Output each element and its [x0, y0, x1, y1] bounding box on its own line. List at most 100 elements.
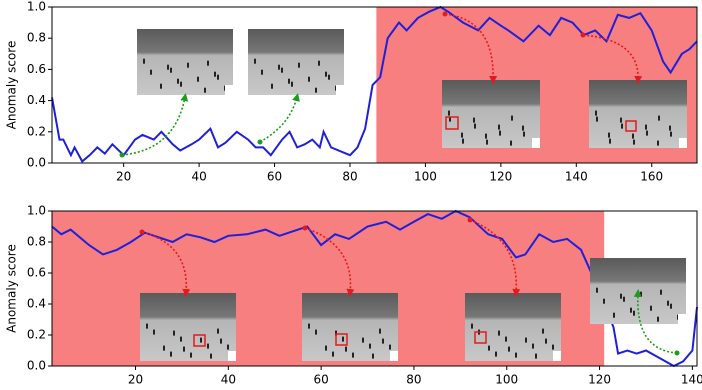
person	[261, 69, 263, 75]
frame-corner	[678, 314, 686, 324]
person	[217, 74, 219, 80]
video-frame-thumbnail	[465, 293, 561, 361]
person	[640, 291, 642, 297]
person	[291, 81, 293, 87]
person	[552, 344, 554, 350]
person	[603, 298, 605, 304]
y-tick-label: 0.6	[27, 266, 46, 280]
person	[220, 338, 222, 344]
x-tick-label: 80	[342, 170, 357, 184]
person	[596, 116, 598, 122]
person	[670, 303, 672, 309]
person	[308, 323, 310, 329]
x-tick-label: 120	[588, 373, 611, 387]
anomaly-box	[474, 331, 487, 344]
person	[382, 338, 384, 344]
person	[620, 293, 622, 299]
person	[620, 117, 622, 123]
pointer-arrow	[259, 93, 300, 143]
person	[633, 139, 635, 145]
person	[508, 346, 510, 352]
person	[621, 123, 623, 129]
y-tick-label: 0.6	[27, 62, 46, 76]
person	[532, 343, 534, 349]
person	[352, 352, 354, 358]
pointer-arrow	[582, 34, 643, 84]
person	[150, 69, 152, 75]
person	[658, 115, 660, 121]
person	[153, 329, 155, 335]
person	[486, 139, 488, 145]
person	[623, 296, 625, 302]
person	[660, 289, 662, 295]
person	[522, 125, 524, 131]
person	[511, 115, 513, 121]
person	[379, 328, 381, 334]
person	[473, 117, 475, 123]
person	[298, 62, 300, 68]
y-axis-label: Anomaly score	[5, 244, 19, 333]
person	[254, 58, 256, 64]
y-tick-label: 0.2	[27, 328, 46, 342]
person	[488, 345, 490, 351]
person	[650, 305, 652, 311]
video-frame-thumbnail	[442, 80, 540, 148]
anomaly-box	[193, 334, 206, 347]
person	[183, 346, 185, 352]
frame-image	[442, 80, 540, 148]
person	[180, 336, 182, 342]
person	[471, 323, 473, 329]
person	[325, 345, 327, 351]
anomaly-box	[335, 333, 348, 346]
person	[667, 300, 669, 306]
y-tick-label: 1.0	[27, 0, 46, 14]
person	[609, 138, 611, 144]
x-tick-label: 100	[495, 373, 518, 387]
person	[278, 64, 280, 70]
person	[461, 132, 463, 138]
person	[167, 64, 169, 70]
person	[217, 328, 219, 334]
frame-image	[302, 293, 398, 361]
pointer-arrow	[633, 289, 678, 354]
axes-frame	[51, 6, 698, 164]
person	[608, 132, 610, 138]
person	[214, 71, 216, 77]
person	[498, 124, 500, 130]
person	[645, 124, 647, 130]
person	[288, 78, 290, 84]
person	[335, 330, 337, 336]
person	[389, 344, 391, 350]
frame-corner	[553, 351, 561, 361]
person	[187, 62, 189, 68]
y-tick-label: 1.0	[27, 204, 46, 218]
anomaly-box	[445, 116, 459, 130]
person	[485, 133, 487, 139]
frame-image	[248, 29, 344, 95]
video-frame-thumbnail	[302, 293, 398, 361]
person	[328, 74, 330, 80]
person	[170, 67, 172, 73]
y-tick-label: 0.0	[27, 359, 46, 373]
video-frame-thumbnail	[140, 293, 236, 361]
person	[542, 328, 544, 334]
person	[342, 336, 344, 342]
frame-image	[589, 80, 687, 148]
person	[669, 125, 671, 131]
person	[523, 131, 525, 137]
video-frame-thumbnail	[589, 80, 687, 148]
frame-corner	[228, 351, 236, 361]
frame-corner	[679, 138, 687, 148]
frame-image	[137, 29, 233, 95]
person	[173, 330, 175, 336]
person	[545, 338, 547, 344]
y-tick-label: 0.8	[27, 235, 46, 249]
person	[197, 76, 199, 82]
person	[498, 330, 500, 336]
x-tick-label: 20	[128, 373, 143, 387]
person	[318, 60, 320, 66]
person	[227, 344, 229, 350]
line-series	[51, 5, 698, 163]
frame-corner	[532, 138, 540, 148]
